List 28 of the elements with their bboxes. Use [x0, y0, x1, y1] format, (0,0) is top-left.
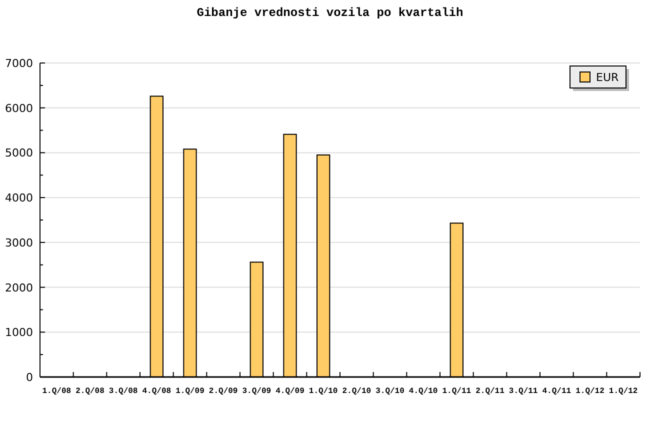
x-tick-label: 4.Q/10: [408, 387, 438, 396]
x-tick-label: 4.Q/08: [142, 387, 172, 396]
x-tick-label: 2.Q/09: [208, 387, 238, 396]
x-tick-label: 1.Q/09: [176, 387, 205, 396]
x-tick-label: 1.Q/08: [42, 387, 72, 396]
x-tick-label: 3.Q/08: [108, 387, 138, 396]
x-tick-label: 2.Q/11: [476, 387, 505, 396]
x-tick-label: 3.Q/10: [376, 387, 405, 396]
x-tick-label: 2.Q/08: [76, 387, 105, 396]
x-tick-label: 1.Q/12: [576, 387, 605, 396]
y-tick-label: 1000: [5, 326, 33, 340]
chart-title: Gibanje vrednosti vozila po kvartalih: [196, 6, 464, 20]
x-tick-label: 1.Q/12: [608, 387, 638, 396]
y-tick-label: 5000: [5, 146, 33, 160]
y-tick-label: 6000: [5, 102, 33, 115]
x-tick-label: 4.Q/09: [276, 387, 305, 396]
x-tick-label: 4.Q/11: [542, 387, 572, 396]
y-tick-label: 3000: [5, 236, 33, 250]
y-tick-label: 7000: [5, 57, 33, 70]
legend-label: EUR: [596, 71, 619, 84]
y-tick-label: 4000: [5, 192, 33, 205]
y-tick-label: 2000: [5, 281, 33, 294]
x-tick-label: 3.Q/09: [242, 387, 272, 396]
x-tick-label: 3.Q/11: [508, 387, 538, 396]
x-tick-label: 1.Q/11: [442, 387, 472, 396]
x-tick-label: 1.Q/10: [308, 387, 338, 396]
y-tick-label: 0: [26, 371, 33, 384]
x-tick-label: 2.Q/10: [342, 387, 372, 396]
